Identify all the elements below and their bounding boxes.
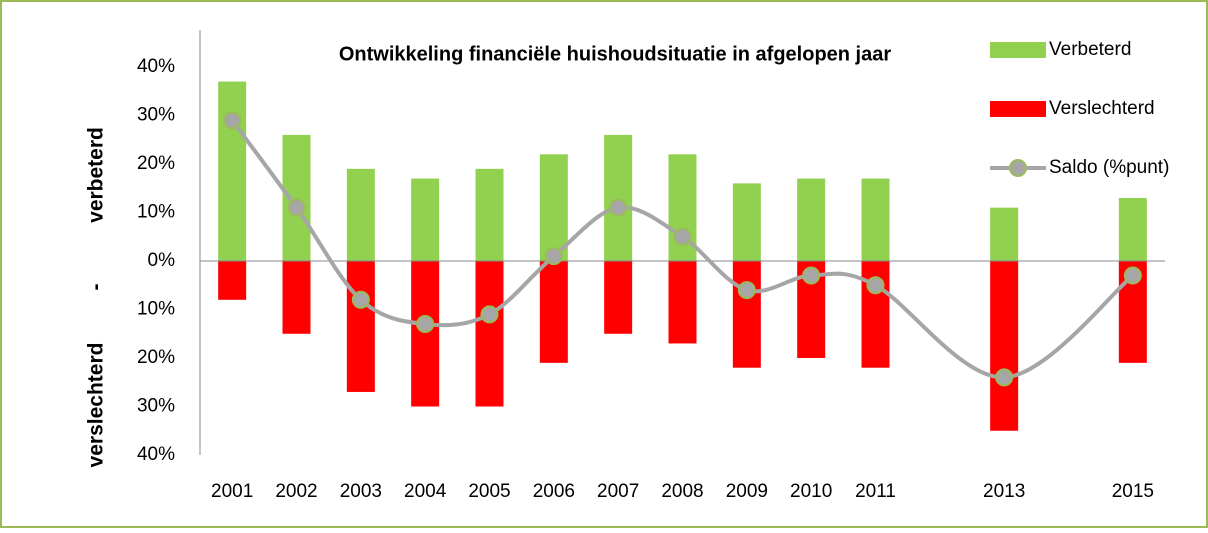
bar: [861, 178, 890, 261]
y-tick-label: 40%: [137, 56, 175, 77]
bar: [475, 168, 504, 261]
y-tick-label: 20%: [137, 347, 175, 368]
bar: [604, 134, 633, 261]
legend-label: Verslechterd: [1049, 98, 1155, 119]
line-marker: [1123, 266, 1142, 285]
bar: [411, 261, 440, 407]
line-marker: [866, 276, 885, 295]
chart-title: Ontwikkeling financiële huishoudsituatie…: [339, 43, 892, 65]
bar: [475, 261, 504, 407]
x-tick-label: 2006: [533, 481, 575, 502]
bar: [346, 261, 375, 392]
bar: [346, 168, 375, 261]
bar: [668, 261, 697, 344]
bar: [539, 261, 568, 363]
y-tick-label: 20%: [137, 153, 175, 174]
legend-marker: [1009, 159, 1027, 177]
y-tick-label: 10%: [137, 299, 175, 320]
y-axis-label: verbeterd: [85, 127, 108, 223]
x-tick-label: 2005: [468, 481, 510, 502]
x-tick-label: 2002: [275, 481, 317, 502]
bar: [732, 261, 761, 368]
bar: [282, 134, 311, 261]
x-tick-label: 2008: [661, 481, 703, 502]
x-tick-label: 2009: [726, 481, 768, 502]
line-marker: [737, 281, 756, 300]
line-marker: [351, 290, 370, 309]
x-tick-label: 2007: [597, 481, 639, 502]
bar: [990, 261, 1019, 431]
line-marker: [544, 247, 563, 266]
line-marker: [609, 198, 628, 217]
line-marker: [802, 266, 821, 285]
bar: [539, 154, 568, 261]
y-axis-label: -: [85, 284, 108, 291]
line-marker: [995, 368, 1014, 387]
y-tick-label: 10%: [137, 202, 175, 223]
legend-label: Saldo (%punt): [1049, 157, 1169, 178]
line-marker: [673, 227, 692, 246]
y-tick-label: 30%: [137, 105, 175, 126]
legend-swatch: [990, 42, 1046, 58]
x-tick-label: 2013: [983, 481, 1025, 502]
bar: [604, 261, 633, 334]
x-tick-label: 2010: [790, 481, 832, 502]
line-marker: [480, 305, 499, 324]
x-tick-label: 2003: [340, 481, 382, 502]
bar: [218, 261, 247, 300]
legend-swatch: [990, 101, 1046, 117]
bar: [1118, 197, 1147, 261]
line-marker: [416, 315, 435, 334]
bar: [732, 183, 761, 261]
y-axis-label: verslechterd: [85, 343, 108, 468]
x-tick-label: 2015: [1112, 481, 1154, 502]
bar: [282, 261, 311, 334]
bar: [990, 207, 1019, 261]
bar: [218, 81, 247, 261]
bar: [797, 178, 826, 261]
bar: [411, 178, 440, 261]
legend-label: Verbeterd: [1049, 39, 1131, 60]
x-tick-label: 2001: [211, 481, 253, 502]
x-tick-label: 2011: [855, 481, 896, 502]
line-marker: [287, 198, 306, 217]
y-tick-label: 40%: [137, 444, 175, 465]
x-tick-label: 2004: [404, 481, 447, 502]
y-tick-label: 0%: [148, 250, 176, 271]
y-tick-label: 30%: [137, 396, 175, 417]
line-marker: [223, 111, 242, 130]
